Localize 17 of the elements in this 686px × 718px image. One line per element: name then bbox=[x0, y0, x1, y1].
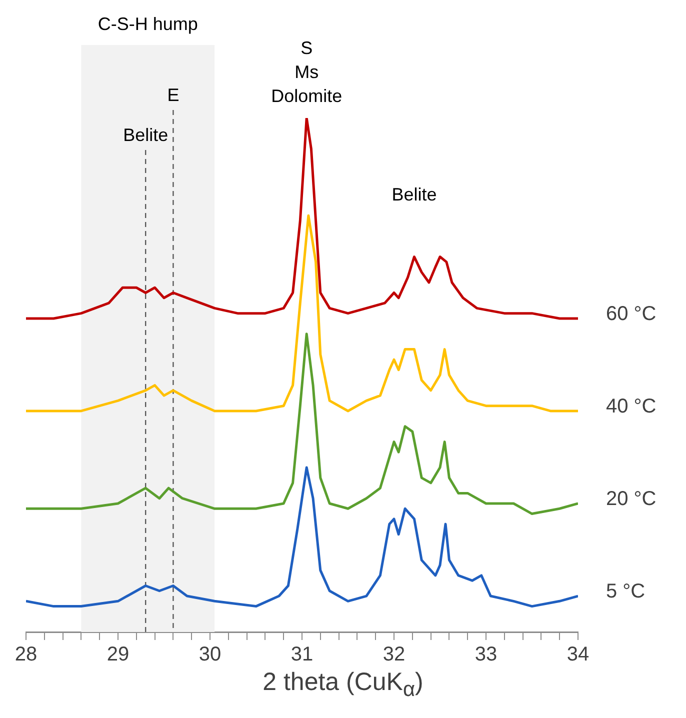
x-tick-label: 32 bbox=[382, 644, 406, 666]
x-axis-title: 2 theta (CuK$_{α}$) bbox=[262, 668, 424, 702]
band-label: C-S-H hump bbox=[98, 14, 198, 34]
x-tick-label: 29 bbox=[106, 644, 130, 666]
x-tick-label: 34 bbox=[566, 644, 590, 666]
x-tick-label: 30 bbox=[198, 644, 222, 666]
annotation: S Ms Dolomite bbox=[271, 38, 342, 106]
series-label: 60 °C bbox=[606, 302, 656, 325]
series-label: 5 °C bbox=[606, 580, 646, 603]
series-label: 40 °C bbox=[606, 395, 656, 418]
ref-line-label: Belite bbox=[123, 124, 168, 145]
ref-line-label: E bbox=[167, 84, 180, 105]
annotation: Belite bbox=[392, 184, 437, 205]
x-tick-label: 33 bbox=[474, 644, 498, 666]
series-label: 20 °C bbox=[606, 488, 656, 510]
x-tick-label: 31 bbox=[290, 644, 314, 666]
x-tick-label: 28 bbox=[14, 644, 38, 666]
